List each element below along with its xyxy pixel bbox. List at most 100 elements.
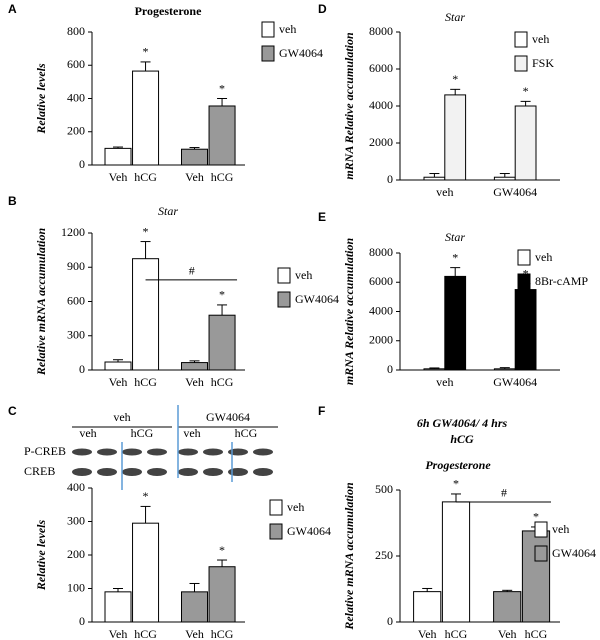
bar bbox=[181, 362, 209, 371]
legend-label: veh bbox=[532, 32, 549, 46]
x-tick-label: hCG bbox=[134, 375, 157, 389]
bar bbox=[181, 591, 209, 623]
blot-band bbox=[122, 448, 142, 456]
y-tick-label: 0 bbox=[387, 172, 393, 186]
y-tick-label: 200 bbox=[67, 547, 85, 561]
bar bbox=[132, 70, 160, 166]
y-tick-label: 400 bbox=[67, 480, 85, 494]
bracket-label: # bbox=[501, 486, 507, 500]
blot-group-label: GW4064 bbox=[206, 410, 250, 424]
blot-lane-label: veh bbox=[79, 426, 96, 440]
chart-title: Star bbox=[445, 10, 465, 24]
y-tick-label: 300 bbox=[67, 328, 85, 342]
x-tick-label: Veh bbox=[109, 375, 128, 389]
x-tick-label: hCG bbox=[134, 627, 157, 640]
y-tick-label: 800 bbox=[67, 24, 85, 38]
y-tick-label: 1200 bbox=[61, 225, 85, 239]
bar bbox=[104, 361, 132, 371]
significance-mark: * bbox=[523, 266, 529, 280]
blot-band bbox=[228, 448, 248, 456]
legend-label: FSK bbox=[532, 56, 554, 70]
significance-mark: * bbox=[219, 543, 225, 557]
legend-label: veh bbox=[552, 522, 569, 536]
x-tick-label: GW4064 bbox=[493, 185, 537, 199]
blot-lane-label: veh bbox=[183, 426, 200, 440]
bar bbox=[208, 314, 236, 371]
legend-swatch bbox=[534, 521, 548, 538]
bar bbox=[104, 591, 132, 623]
y-tick-label: 900 bbox=[67, 259, 85, 273]
x-tick-label: Veh bbox=[185, 375, 204, 389]
x-tick-label: veh bbox=[436, 185, 453, 199]
blot-band bbox=[72, 448, 92, 456]
significance-mark: * bbox=[452, 250, 458, 264]
bar bbox=[493, 591, 522, 623]
blot-row-label: P-CREB bbox=[24, 444, 66, 458]
y-tick-label: 2000 bbox=[369, 333, 393, 347]
x-tick-label: GW4064 bbox=[493, 375, 537, 389]
y-tick-label: 8000 bbox=[369, 245, 393, 259]
y-tick-label: 500 bbox=[375, 482, 393, 496]
bar bbox=[423, 368, 446, 371]
y-tick-label: 200 bbox=[67, 124, 85, 138]
bar bbox=[208, 566, 236, 623]
legend-swatch bbox=[261, 21, 275, 38]
x-tick-label: hCG bbox=[525, 627, 548, 640]
panel-letter: F bbox=[318, 404, 325, 418]
y-tick-label: 600 bbox=[67, 293, 85, 307]
chart-subtitle: Progesterone bbox=[425, 458, 491, 472]
blot-row-label: CREB bbox=[24, 464, 55, 478]
x-tick-label: Veh bbox=[498, 627, 517, 640]
y-tick-label: 6000 bbox=[369, 61, 393, 75]
bar bbox=[132, 258, 160, 371]
blot-band bbox=[228, 468, 248, 476]
x-tick-label: hCG bbox=[211, 170, 234, 184]
x-tick-label: hCG bbox=[211, 375, 234, 389]
legend-label: GW4064 bbox=[295, 292, 339, 306]
blot-band bbox=[203, 448, 223, 456]
significance-mark: * bbox=[219, 288, 225, 302]
legend-label: GW4064 bbox=[279, 46, 323, 60]
chart-title: Progesterone bbox=[135, 4, 203, 18]
bar bbox=[444, 94, 467, 181]
y-axis-label: Relative levels bbox=[34, 520, 48, 592]
legend-swatch bbox=[514, 55, 528, 72]
legend-label: 8Br-cAMP bbox=[535, 274, 588, 288]
significance-mark: * bbox=[143, 224, 149, 238]
panel-letter: D bbox=[318, 2, 327, 16]
bar bbox=[493, 176, 516, 181]
x-tick-label: Veh bbox=[109, 627, 128, 640]
panel-letter: B bbox=[8, 194, 17, 208]
y-tick-label: 600 bbox=[67, 57, 85, 71]
legend-swatch bbox=[534, 545, 548, 562]
bar bbox=[441, 501, 471, 623]
legend-label: veh bbox=[279, 22, 296, 36]
bracket-label: # bbox=[189, 264, 195, 278]
y-axis-label: mRNA Relative accumulation bbox=[342, 32, 356, 180]
x-tick-label: Veh bbox=[185, 170, 204, 184]
blot-band bbox=[178, 468, 198, 476]
x-tick-label: hCG bbox=[445, 627, 468, 640]
bar bbox=[413, 591, 442, 623]
chart-title: Star bbox=[445, 230, 465, 244]
blot-band bbox=[72, 468, 92, 476]
significance-mark: * bbox=[452, 72, 458, 86]
blot-band bbox=[203, 468, 223, 476]
blot-band bbox=[253, 448, 273, 456]
panel-letter: A bbox=[8, 2, 17, 16]
x-tick-label: Veh bbox=[185, 627, 204, 640]
legend-label: GW4064 bbox=[552, 546, 596, 560]
bar bbox=[104, 147, 132, 166]
bar bbox=[493, 368, 516, 371]
legend-swatch bbox=[517, 249, 531, 266]
blot-band bbox=[147, 448, 167, 456]
significance-mark: * bbox=[143, 489, 149, 503]
bar bbox=[181, 148, 209, 166]
legend-label: veh bbox=[535, 250, 552, 264]
y-axis-label: Relative mRNA accumulation bbox=[34, 228, 48, 377]
legend-swatch bbox=[517, 273, 531, 290]
chart-title: hCG bbox=[450, 432, 474, 446]
y-tick-label: 100 bbox=[67, 580, 85, 594]
bar bbox=[132, 522, 160, 623]
